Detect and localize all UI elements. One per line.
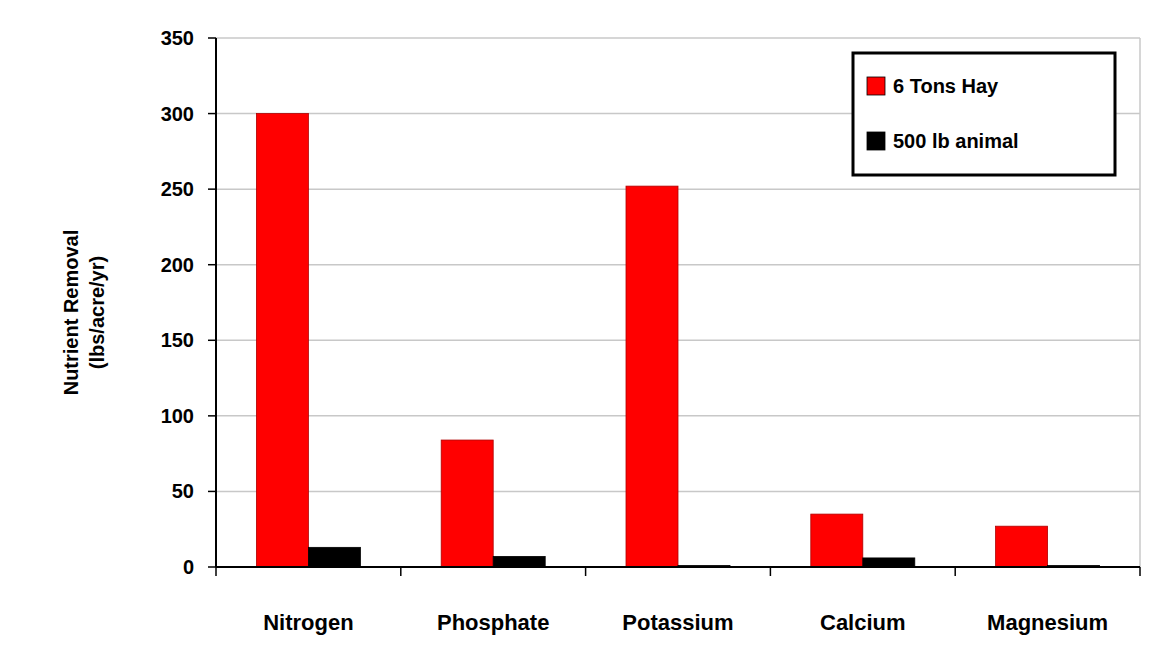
y-axis-label: Nutrient Removal — [60, 230, 82, 396]
x-tick — [1139, 567, 1141, 576]
bar — [441, 440, 493, 567]
y-axis — [215, 38, 217, 567]
y-tick — [208, 415, 216, 417]
legend: 6 Tons Hay 500 lb animal — [853, 53, 1115, 175]
bar — [493, 556, 545, 567]
y-tick — [208, 264, 216, 266]
y-tick — [208, 188, 216, 190]
y-tick — [208, 566, 216, 568]
chart: 0 50 100 150 200 250 300 350 Nitrogen Phosphate Po… — [0, 0, 1175, 656]
bars — [256, 114, 1099, 567]
grid — [216, 38, 1140, 567]
y-tick — [208, 113, 216, 115]
grid-line — [216, 37, 1140, 39]
y-tick — [208, 37, 216, 39]
legend-label: 500 lb animal — [893, 130, 1019, 152]
y-tick — [208, 491, 216, 493]
chart-container: 0 50 100 150 200 250 300 350 Nitrogen Phosphate Po… — [0, 0, 1175, 656]
legend-label: 6 Tons Hay — [893, 75, 999, 97]
bar — [308, 547, 360, 567]
x-tick-label: Calcium — [820, 610, 906, 635]
bar — [863, 558, 915, 567]
y-axis-label: (lbs/acre/yr) — [86, 256, 108, 369]
y-tick-label: 350 — [161, 27, 194, 49]
bar — [626, 186, 678, 567]
x-tick-label: Phosphate — [437, 610, 549, 635]
x-tick — [585, 567, 587, 576]
y-tick-label: 150 — [161, 329, 194, 351]
y-tick-label: 50 — [172, 480, 194, 502]
legend-swatch — [867, 77, 885, 95]
grid-line — [216, 566, 1140, 568]
x-tick — [954, 567, 956, 576]
x-tick — [400, 567, 402, 576]
bar — [256, 114, 308, 567]
x-tick — [770, 567, 772, 576]
x-tick-label: Potassium — [622, 610, 733, 635]
legend-swatch — [867, 132, 885, 150]
y-tick-label: 100 — [161, 405, 194, 427]
y-tick-label: 0 — [183, 556, 194, 578]
x-tick-label: Magnesium — [987, 610, 1108, 635]
bar — [996, 526, 1048, 567]
y-tick-label: 300 — [161, 103, 194, 125]
y-tick-label: 200 — [161, 254, 194, 276]
y-tick-label: 250 — [161, 178, 194, 200]
plot-frame — [1139, 38, 1141, 567]
bar — [811, 514, 863, 567]
x-tick-label: Nitrogen — [263, 610, 353, 635]
y-tick — [208, 340, 216, 342]
x-axis — [216, 566, 1140, 568]
x-tick — [215, 567, 217, 576]
legend-box — [853, 53, 1115, 175]
